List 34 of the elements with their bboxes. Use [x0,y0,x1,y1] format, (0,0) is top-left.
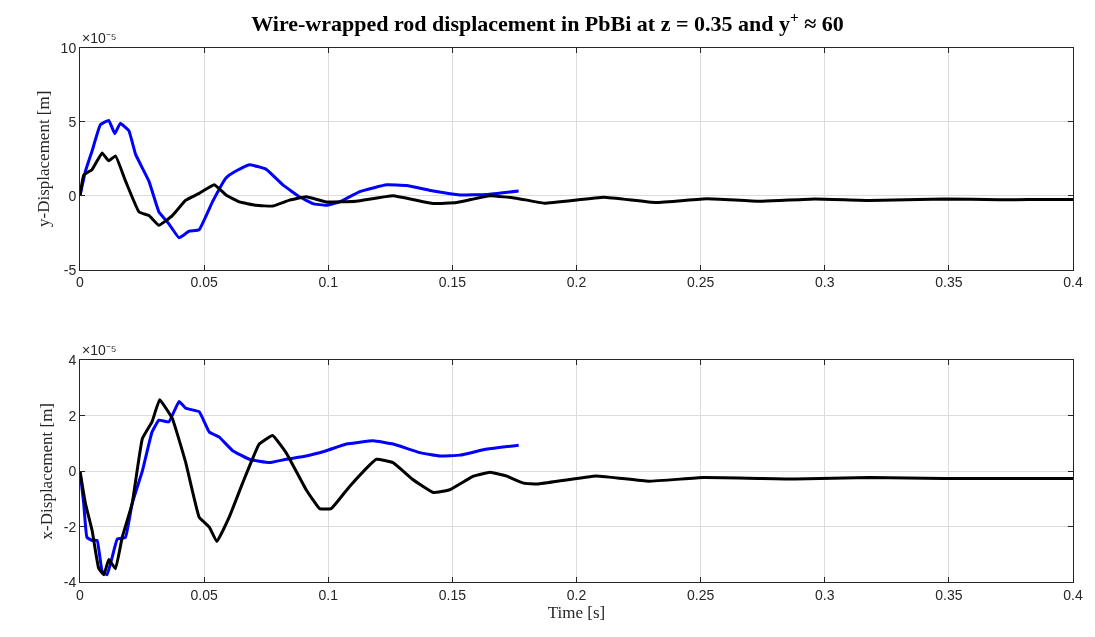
line-series [80,151,1073,227]
x-tick-label: 0.2 [566,586,587,603]
y-tick-label: 2 [68,407,77,424]
x-tick-label: 0.4 [1063,586,1083,603]
x-tick-label: 0.4 [1063,274,1083,291]
y-tick-label: 0 [68,463,77,480]
y-tick-label: -4 [63,573,77,590]
x-tick-label: 0.2 [566,274,587,291]
y-axis-title: y-Displacement [m] [34,90,54,228]
y-tick-label: -5 [63,261,77,278]
text: ×10⁻⁵ [82,30,117,46]
x-axis-title: Time [s] [547,603,606,623]
y-axis-title: x-Displacement [m] [37,402,57,540]
x-tick-label: 0.35 [935,274,963,291]
x-tick-label: 0.3 [815,274,835,291]
x-tick-label: 0.35 [935,586,963,603]
y-tick-label: 4 [68,352,77,369]
y-tick-label: -2 [63,518,77,535]
x-tick-label: 0.1 [318,586,339,603]
x-tick-label: 0.15 [438,274,467,291]
line-series [80,398,1073,577]
x-tick-label: 0.15 [438,586,467,603]
chart-title: Wire-wrapped rod displacement in PbBi at z = 0.35 and y$^{+}$ ≈ 60 [251,8,844,37]
line-series [80,118,521,240]
x-tick-label: 0.05 [190,274,218,291]
y-tick-label: 5 [68,113,77,130]
x-tick-label: 0.05 [190,586,218,603]
x-tick-label: 0.25 [687,586,715,603]
x-tick-label: 0.25 [687,274,715,291]
y-tick-label: 10 [60,39,77,56]
text: ×10⁻⁵ [82,342,117,358]
x-tick-label: 0.3 [815,586,835,603]
y-tick-label: 0 [68,187,77,204]
x-tick-label: 0.1 [318,274,339,291]
